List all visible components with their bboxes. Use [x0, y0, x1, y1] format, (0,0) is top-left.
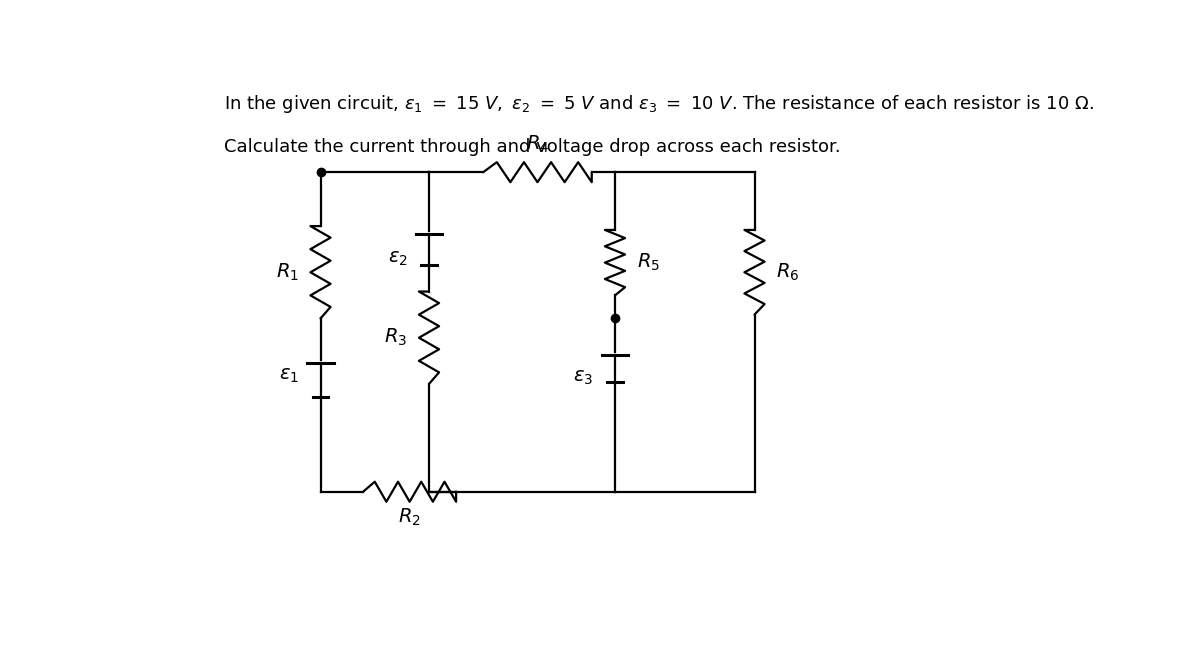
- Text: Calculate the current through and voltage drop across each resistor.: Calculate the current through and voltag…: [224, 138, 841, 156]
- Text: $\varepsilon_3$: $\varepsilon_3$: [574, 368, 593, 387]
- Text: $\varepsilon_2$: $\varepsilon_2$: [388, 249, 407, 267]
- Text: $R_2$: $R_2$: [398, 507, 421, 528]
- Text: $R_1$: $R_1$: [276, 261, 299, 283]
- Text: $R_3$: $R_3$: [384, 327, 407, 348]
- Text: $R_6$: $R_6$: [776, 261, 799, 283]
- Text: $R_4$: $R_4$: [526, 134, 550, 155]
- Text: $\varepsilon_1$: $\varepsilon_1$: [278, 367, 299, 385]
- Text: In the given circuit, $\mathit{\varepsilon_1}$ $=$ $\mathbf{\mathit{15}}$ $\math: In the given circuit, $\mathit{\varepsil…: [224, 93, 1094, 115]
- Text: $R_5$: $R_5$: [637, 252, 660, 273]
